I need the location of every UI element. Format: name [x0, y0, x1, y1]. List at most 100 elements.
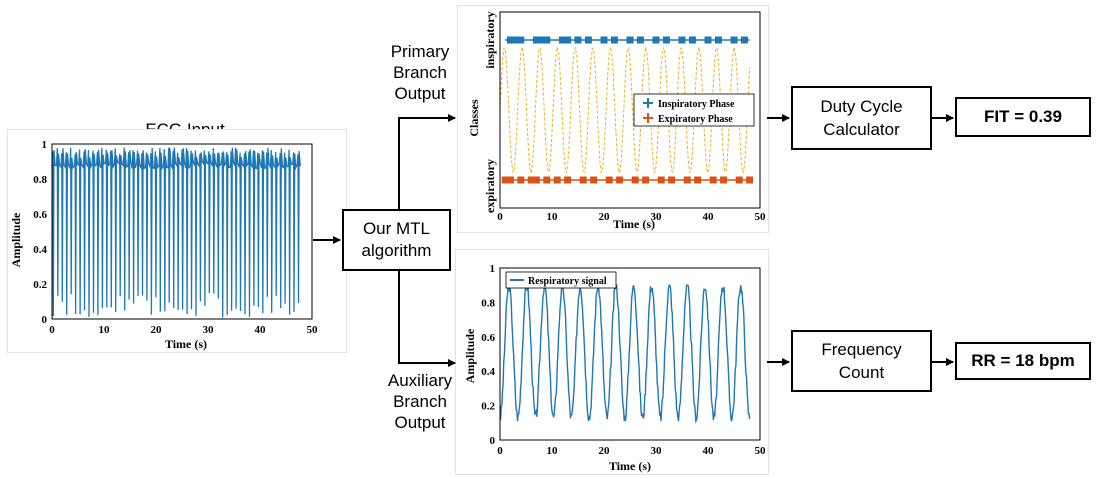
expiratory-point — [543, 176, 551, 184]
duty-cycle-box: Duty Cycle Calculator — [791, 86, 932, 150]
inspiratory-point — [506, 36, 514, 44]
expiratory-point — [590, 176, 598, 184]
expiratory-point — [564, 176, 572, 184]
auxiliary-ytick-label: 0.2 — [481, 401, 495, 413]
ecg-axes-frame — [51, 143, 313, 320]
primary-axes-frame — [499, 11, 761, 209]
ecg-ylabel: Amplitude — [9, 212, 23, 267]
primary-ytick-top: inspiratory — [483, 11, 497, 68]
expiratory-point — [532, 176, 540, 184]
primary-legend: Inspiratory Phase Expiratory Phase — [633, 93, 755, 127]
inspiratory-point — [636, 36, 644, 44]
frequency-count-label: Frequency Count — [821, 340, 902, 382]
inspiratory-point — [730, 36, 738, 44]
auxiliary-branch-label: Auxiliary Branch Output — [387, 371, 453, 432]
inspiratory-point — [678, 36, 686, 44]
primary-xtick-label: 0 — [497, 211, 503, 223]
expiratory-point — [501, 176, 509, 184]
inspiratory-point — [740, 36, 748, 44]
legend-expiratory-marker — [643, 113, 653, 123]
primary-ytick-bottom: expiratory — [483, 159, 497, 213]
auxiliary-xtick-label: 30 — [651, 445, 663, 457]
inspiratory-point — [543, 36, 551, 44]
legend-expiratory-label: Expiratory Phase — [658, 114, 733, 125]
primary-probability-line — [499, 46, 751, 174]
ecg-ytick-label: 1 — [42, 139, 48, 151]
primary-xtick-label: 30 — [651, 211, 663, 223]
fit-box: FIT = 0.39 — [955, 97, 1091, 137]
inspiratory-point — [558, 36, 566, 44]
auxiliary-ytick-label: 0.6 — [481, 332, 495, 344]
expiratory-point — [709, 176, 717, 184]
algorithm-box: Our MTL algorithm — [342, 209, 451, 271]
primary-xlabel: Time (s) — [613, 217, 655, 231]
inspiratory-point — [532, 36, 540, 44]
auxiliary-ylabel: Amplitude — [463, 328, 477, 383]
inspiratory-point — [714, 36, 722, 44]
rr-label: RR = 18 bpm — [971, 351, 1075, 370]
auxiliary-axes-frame — [499, 267, 761, 441]
primary-xtick-label: 40 — [703, 211, 715, 223]
legend-respiratory-label: Respiratory signal — [528, 276, 607, 287]
inspiratory-point — [600, 36, 608, 44]
auxiliary-chart: Amplitude Time (s) 0 0.2 0.4 0.6 0.8 1 0 10 20 3… — [463, 263, 767, 473]
ecg-xtick-label: 30 — [203, 324, 215, 336]
legend-inspiratory-label: Inspiratory Phase — [658, 99, 735, 110]
expiratory-point — [746, 176, 754, 184]
ecg-xtick-label: 10 — [99, 324, 111, 336]
expiratory-point — [616, 176, 624, 184]
expiratory-point — [579, 176, 587, 184]
expiratory-point — [553, 176, 561, 184]
ecg-xtick-label: 50 — [307, 324, 319, 336]
auxiliary-xlabel: Time (s) — [609, 459, 651, 473]
expiratory-point — [605, 176, 613, 184]
duty-cycle-label: Duty Cycle Calculator — [820, 97, 903, 139]
expiratory-point — [631, 176, 639, 184]
expiratory-point — [720, 176, 728, 184]
primary-chart: Classes inspiratory expiratory Time (s) … — [467, 11, 767, 231]
auxiliary-xtick-label: 20 — [599, 445, 611, 457]
auxiliary-xtick-label: 50 — [755, 445, 767, 457]
primary-branch-label: Primary Branch Output — [390, 42, 450, 103]
ecg-ytick-label: 0.2 — [33, 279, 47, 291]
ecg-ytick-label: 0.4 — [33, 244, 47, 256]
expiratory-point — [517, 176, 525, 184]
expiratory-point — [642, 176, 650, 184]
ecg-ytick-label: 0.8 — [33, 174, 47, 186]
algorithm-label: Our MTL algorithm — [361, 219, 432, 260]
primary-panel: Classes inspiratory expiratory Time (s) … — [458, 6, 768, 232]
expiratory-point — [527, 176, 535, 184]
ecg-series-line — [51, 147, 301, 318]
expiratory-point — [683, 176, 691, 184]
auxiliary-ytick-label: 0.8 — [481, 297, 495, 309]
auxiliary-legend: Respiratory signal — [505, 271, 617, 289]
ecg-xlabel: Time (s) — [165, 337, 207, 351]
frequency-count-box: Frequency Count — [791, 330, 932, 392]
expiratory-point — [657, 176, 665, 184]
legend-inspiratory-marker — [643, 98, 653, 108]
inspiratory-point — [662, 36, 670, 44]
inspiratory-point — [652, 36, 660, 44]
inspiratory-point — [574, 36, 582, 44]
expiratory-point — [506, 176, 514, 184]
fit-label: FIT = 0.39 — [984, 107, 1062, 126]
arrow-algorithm-to-auxiliary — [398, 271, 456, 367]
inspiratory-point — [517, 36, 525, 44]
auxiliary-xtick-label: 40 — [703, 445, 715, 457]
inspiratory-point — [688, 36, 696, 44]
primary-xtick-label: 20 — [599, 211, 611, 223]
inspiratory-point — [538, 36, 546, 44]
inspiratory-point — [584, 36, 592, 44]
primary-ylabel: Classes — [467, 99, 481, 137]
ecg-panel: Amplitude Time (s) 0 0.2 0.4 0.6 0.8 1 0 10 20 3… — [8, 130, 346, 352]
auxiliary-ytick-label: 0.4 — [481, 366, 495, 378]
ecg-xtick-label: 20 — [151, 324, 163, 336]
respiratory-series-line — [499, 282, 751, 424]
ecg-xtick-label: 0 — [49, 324, 55, 336]
expiratory-point — [668, 176, 676, 184]
auxiliary-xtick-label: 0 — [497, 445, 503, 457]
rr-box: RR = 18 bpm — [955, 342, 1091, 380]
auxiliary-ytick-label: 0 — [490, 435, 496, 447]
primary-xtick-label: 50 — [755, 211, 767, 223]
inspiratory-point — [704, 36, 712, 44]
